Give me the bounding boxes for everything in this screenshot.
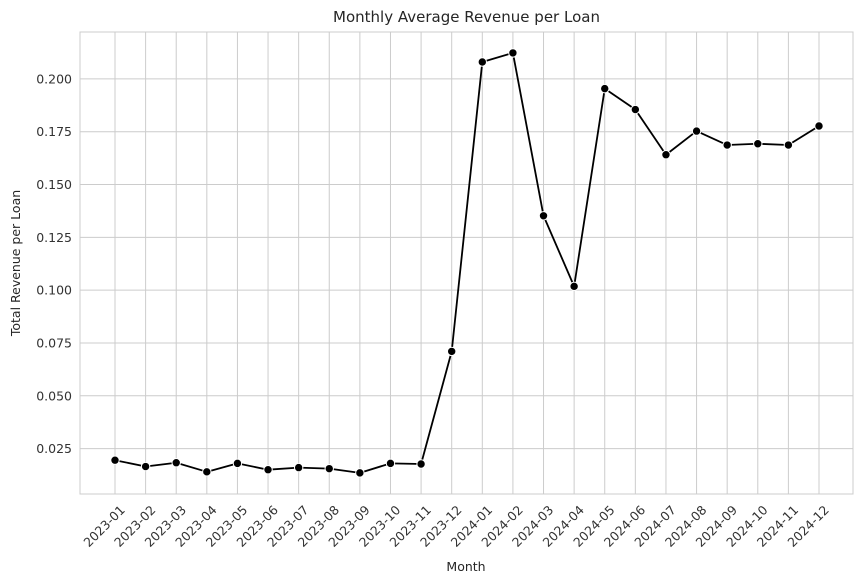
- data-point: [600, 83, 610, 94]
- data-point: [385, 458, 396, 469]
- y-axis-label: Total Revenue per Loan: [8, 190, 23, 337]
- data-point: [293, 462, 304, 473]
- data-point: [263, 465, 273, 475]
- data-point: [661, 150, 671, 160]
- data-point: [232, 458, 243, 469]
- data-point: [140, 461, 151, 472]
- data-point: [110, 455, 120, 465]
- data-point: [783, 140, 794, 150]
- data-point: [538, 211, 549, 221]
- data-point: [416, 459, 426, 469]
- x-axis-label: Month: [446, 559, 485, 574]
- data-point: [569, 281, 579, 292]
- y-tick-label: 0.200: [36, 71, 72, 86]
- y-tick-label: 0.125: [36, 230, 72, 245]
- series-line: [114, 52, 820, 474]
- y-tick-label: 0.050: [36, 388, 72, 403]
- y-tick-label: 0.150: [36, 177, 72, 192]
- y-tick-label: 0.100: [36, 283, 72, 298]
- y-axis-ticks: 0.025 0.050 0.075 0.100 0.125 0.150 0.175 0.200: [36, 71, 72, 456]
- y-tick-label: 0.075: [36, 335, 72, 350]
- series-group: [110, 48, 824, 478]
- data-point: [477, 57, 488, 67]
- data-point: [722, 140, 732, 150]
- data-point: [171, 458, 181, 468]
- data-point: [630, 104, 641, 115]
- data-point: [691, 126, 702, 136]
- data-point: [324, 463, 334, 474]
- data-point: [202, 467, 212, 477]
- chart-title: Monthly Average Revenue per Loan: [333, 8, 600, 26]
- y-tick-label: 0.025: [36, 441, 72, 456]
- plot-frame: [79, 31, 854, 495]
- data-point: [446, 346, 457, 357]
- y-tick-label: 0.175: [36, 124, 72, 139]
- grid-lines: [80, 32, 853, 494]
- data-point: [355, 468, 365, 478]
- data-point: [753, 139, 763, 149]
- x-axis-ticks: 2023-012023-022023-032023-042023-052023-…: [80, 502, 832, 550]
- data-point: [814, 121, 824, 131]
- data-point: [508, 48, 518, 58]
